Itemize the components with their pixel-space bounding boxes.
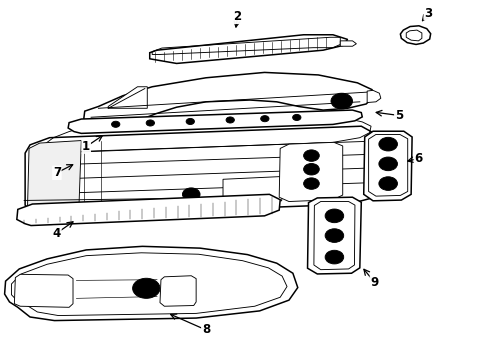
Polygon shape — [364, 131, 412, 201]
Polygon shape — [25, 126, 377, 216]
Text: 7: 7 — [53, 166, 61, 179]
Circle shape — [304, 163, 319, 175]
Circle shape — [331, 93, 352, 109]
Circle shape — [379, 137, 397, 151]
Circle shape — [384, 161, 392, 167]
Text: 6: 6 — [415, 152, 422, 165]
Polygon shape — [367, 90, 381, 103]
Circle shape — [146, 120, 154, 126]
Text: 8: 8 — [202, 323, 210, 336]
Polygon shape — [68, 110, 362, 134]
Circle shape — [379, 157, 397, 171]
Circle shape — [261, 116, 269, 122]
Circle shape — [379, 177, 397, 190]
Polygon shape — [27, 140, 81, 211]
Polygon shape — [279, 142, 343, 202]
Circle shape — [187, 192, 195, 197]
Circle shape — [304, 178, 319, 189]
Circle shape — [112, 121, 120, 127]
Polygon shape — [223, 176, 284, 203]
Polygon shape — [14, 274, 73, 307]
Polygon shape — [150, 35, 347, 63]
Text: 1: 1 — [82, 140, 90, 153]
Circle shape — [304, 150, 319, 161]
Circle shape — [141, 284, 152, 293]
Polygon shape — [340, 41, 356, 46]
Circle shape — [293, 114, 301, 121]
Circle shape — [325, 250, 343, 264]
Circle shape — [337, 98, 346, 105]
Circle shape — [186, 118, 195, 125]
Text: 4: 4 — [53, 226, 61, 239]
Text: 3: 3 — [424, 7, 432, 20]
Circle shape — [325, 209, 343, 223]
Circle shape — [226, 117, 234, 123]
Polygon shape — [400, 26, 431, 44]
Polygon shape — [84, 72, 373, 125]
Circle shape — [330, 232, 339, 239]
Polygon shape — [160, 276, 196, 306]
Circle shape — [384, 141, 392, 147]
Circle shape — [330, 213, 339, 219]
Circle shape — [182, 188, 200, 201]
Circle shape — [325, 229, 343, 242]
Text: 9: 9 — [370, 276, 379, 289]
Text: 2: 2 — [234, 10, 242, 23]
Circle shape — [133, 278, 160, 298]
Polygon shape — [108, 87, 147, 108]
Polygon shape — [4, 246, 298, 320]
Polygon shape — [17, 194, 280, 226]
Text: 5: 5 — [395, 109, 403, 122]
Circle shape — [330, 254, 339, 260]
Polygon shape — [308, 197, 361, 274]
Circle shape — [384, 180, 392, 187]
